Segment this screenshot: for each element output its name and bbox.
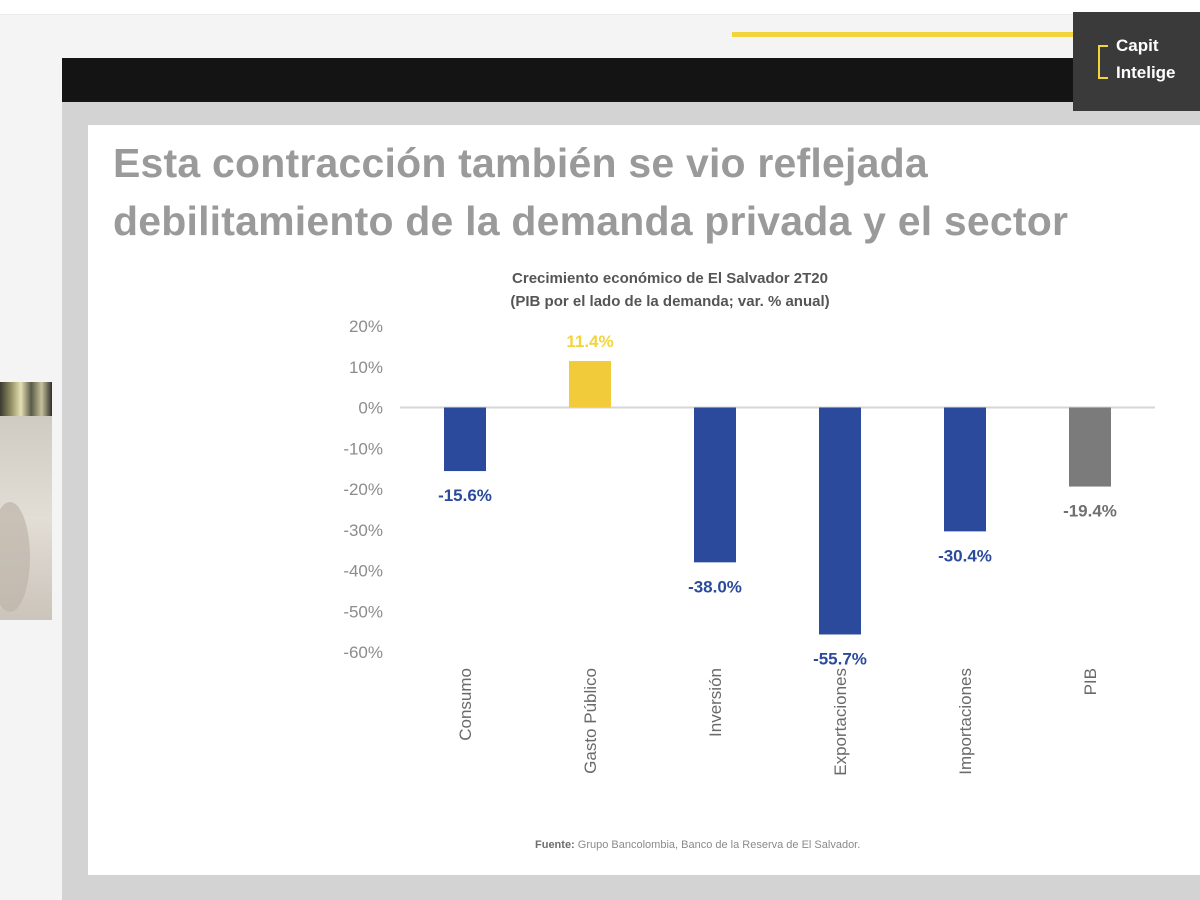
logo-text-line1: Capit (1116, 36, 1159, 55)
bar (944, 407, 986, 532)
logo-box (1073, 12, 1200, 111)
source-note: Fuente: Grupo Bancolombia, Banco de la R… (535, 839, 860, 851)
bar (1069, 407, 1111, 487)
bar (694, 407, 736, 563)
data-label: -55.7% (813, 649, 867, 668)
category-label: PIB (1081, 668, 1100, 695)
slide-panel (88, 125, 1200, 875)
y-tick-label: -60% (343, 643, 383, 662)
data-label: -19.4% (1063, 502, 1117, 521)
source-text: Grupo Bancolombia, Banco de la Reserva d… (577, 839, 861, 851)
y-tick-label: -40% (343, 562, 383, 581)
category-label: Exportaciones (831, 668, 850, 776)
webcam-thumbnail (0, 382, 52, 620)
category-label: Inversión (706, 668, 725, 737)
chart-subtitle: (PIB por el lado de la demanda; var. % a… (510, 293, 830, 310)
y-tick-label: -10% (343, 439, 383, 458)
data-label: -30.4% (938, 546, 992, 565)
bar (444, 407, 486, 472)
headline-line1: Esta contracción también se vio reflejad… (113, 140, 928, 186)
bar (819, 407, 861, 635)
chart-title: Crecimiento económico de El Salvador 2T2… (512, 270, 828, 287)
logo-text-line2: Intelige (1116, 63, 1176, 82)
browser-top-strip (0, 0, 1200, 15)
data-label: -38.0% (688, 577, 742, 596)
data-label: -15.6% (438, 486, 492, 505)
y-tick-label: -30% (343, 521, 383, 540)
data-label: 11.4% (566, 332, 613, 351)
y-tick-label: -50% (343, 602, 383, 621)
decorative-yellow-line (732, 32, 1077, 37)
y-tick-label: 0% (358, 399, 383, 418)
headline-line2: debilitamiento de la demanda privada y e… (113, 198, 1069, 244)
y-tick-label: -20% (343, 480, 383, 499)
category-label: Consumo (456, 668, 475, 741)
y-tick-label: 20% (349, 317, 383, 336)
category-label: Importaciones (956, 668, 975, 775)
bar (569, 361, 611, 408)
category-label: Gasto Público (581, 668, 600, 774)
y-tick-label: 10% (349, 358, 383, 377)
logo-bracket-icon (1098, 45, 1108, 79)
source-label: Fuente: (535, 839, 575, 851)
webcam-background (0, 382, 52, 416)
